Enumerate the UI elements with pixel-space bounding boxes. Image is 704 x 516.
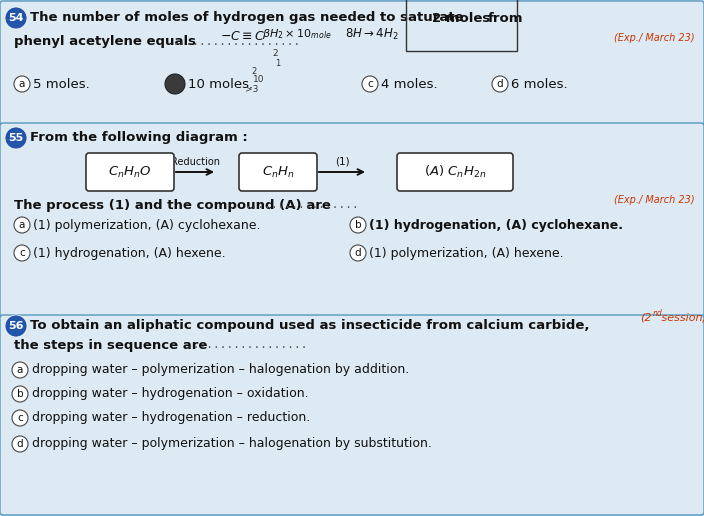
FancyBboxPatch shape bbox=[239, 153, 317, 191]
Text: 1: 1 bbox=[275, 59, 281, 69]
Text: (1): (1) bbox=[334, 157, 349, 167]
Text: ..................: .................. bbox=[186, 340, 308, 350]
Text: 2 moles: 2 moles bbox=[432, 11, 490, 24]
Text: From the following diagram :: From the following diagram : bbox=[30, 132, 248, 144]
Circle shape bbox=[362, 76, 378, 92]
Text: $C_nH_n$: $C_nH_n$ bbox=[262, 165, 294, 180]
Text: b: b bbox=[17, 389, 23, 399]
Text: $-C\equiv C$: $-C\equiv C$ bbox=[220, 30, 265, 43]
Text: $(A)\ C_nH_{2n}$: $(A)\ C_nH_{2n}$ bbox=[424, 164, 486, 180]
Text: session): session) bbox=[658, 313, 704, 323]
FancyBboxPatch shape bbox=[397, 153, 513, 191]
Text: .................: ................. bbox=[244, 200, 359, 210]
Text: 2: 2 bbox=[272, 50, 278, 58]
Text: a: a bbox=[19, 79, 25, 89]
Text: from: from bbox=[488, 11, 524, 24]
Text: (2: (2 bbox=[640, 313, 651, 323]
Circle shape bbox=[14, 217, 30, 233]
Text: The process (1) and the compound (A) are: The process (1) and the compound (A) are bbox=[14, 199, 331, 212]
Text: d: d bbox=[17, 439, 23, 449]
Text: $\beta H_2\times 10_{mole}$: $\beta H_2\times 10_{mole}$ bbox=[262, 27, 332, 41]
Circle shape bbox=[5, 7, 27, 29]
Circle shape bbox=[5, 315, 27, 337]
Circle shape bbox=[14, 245, 30, 261]
Circle shape bbox=[12, 362, 28, 378]
FancyBboxPatch shape bbox=[0, 123, 704, 317]
Text: >3: >3 bbox=[245, 86, 258, 94]
Text: dropping water – polymerization – halogenation by addition.: dropping water – polymerization – haloge… bbox=[32, 363, 409, 377]
Text: dropping water – polymerization – halogenation by substitution.: dropping water – polymerization – haloge… bbox=[32, 438, 432, 450]
Text: a: a bbox=[17, 365, 23, 375]
Text: d: d bbox=[497, 79, 503, 89]
Text: 55: 55 bbox=[8, 133, 24, 143]
Text: phenyl acetylene equals: phenyl acetylene equals bbox=[14, 36, 196, 49]
FancyBboxPatch shape bbox=[0, 315, 704, 515]
Text: (1) hydrogenation, (A) cyclohexane.: (1) hydrogenation, (A) cyclohexane. bbox=[369, 218, 623, 232]
Text: c: c bbox=[17, 413, 23, 423]
Text: 5 moles.: 5 moles. bbox=[33, 77, 89, 90]
Text: c: c bbox=[19, 248, 25, 258]
Text: 2: 2 bbox=[251, 68, 257, 76]
Text: ...................: ................... bbox=[172, 37, 300, 47]
Circle shape bbox=[350, 217, 366, 233]
FancyBboxPatch shape bbox=[0, 1, 704, 125]
Text: (Exp./ March 23): (Exp./ March 23) bbox=[615, 33, 695, 43]
Text: b: b bbox=[355, 220, 361, 230]
Text: the steps in sequence are: the steps in sequence are bbox=[14, 338, 208, 351]
Circle shape bbox=[165, 74, 185, 94]
Text: c: c bbox=[367, 79, 373, 89]
Circle shape bbox=[12, 436, 28, 452]
FancyBboxPatch shape bbox=[86, 153, 174, 191]
Circle shape bbox=[14, 76, 30, 92]
Text: (1) hydrogenation, (A) hexene.: (1) hydrogenation, (A) hexene. bbox=[33, 247, 225, 260]
Text: nd: nd bbox=[653, 310, 662, 318]
Text: dropping water – hydrogenation – oxidation.: dropping water – hydrogenation – oxidati… bbox=[32, 388, 308, 400]
Text: To obtain an aliphatic compound used as insecticide from calcium carbide,: To obtain an aliphatic compound used as … bbox=[30, 319, 589, 332]
Circle shape bbox=[12, 410, 28, 426]
Text: (1) polymerization, (A) hexene.: (1) polymerization, (A) hexene. bbox=[369, 247, 564, 260]
Text: $C_nH_nO$: $C_nH_nO$ bbox=[108, 165, 152, 180]
Text: 10 moles.: 10 moles. bbox=[188, 77, 253, 90]
Text: (1) polymerization, (A) cyclohexane.: (1) polymerization, (A) cyclohexane. bbox=[33, 218, 260, 232]
Text: 6 moles.: 6 moles. bbox=[511, 77, 567, 90]
Text: 4 moles.: 4 moles. bbox=[381, 77, 438, 90]
Text: a: a bbox=[19, 220, 25, 230]
Text: 10: 10 bbox=[253, 75, 265, 85]
Text: d: d bbox=[355, 248, 361, 258]
Circle shape bbox=[12, 386, 28, 402]
Circle shape bbox=[492, 76, 508, 92]
Circle shape bbox=[5, 127, 27, 149]
Text: 56: 56 bbox=[8, 321, 24, 331]
Text: The number of moles of hydrogen gas needed to saturate: The number of moles of hydrogen gas need… bbox=[30, 11, 464, 24]
Text: 54: 54 bbox=[8, 13, 24, 23]
Circle shape bbox=[350, 245, 366, 261]
Text: (Exp./ March 23): (Exp./ March 23) bbox=[615, 195, 695, 205]
Text: Reduction: Reduction bbox=[170, 157, 220, 167]
Circle shape bbox=[167, 76, 183, 92]
Text: $8H\rightarrow 4H_2$: $8H\rightarrow 4H_2$ bbox=[345, 26, 398, 42]
Text: dropping water – hydrogenation – reduction.: dropping water – hydrogenation – reducti… bbox=[32, 411, 310, 425]
